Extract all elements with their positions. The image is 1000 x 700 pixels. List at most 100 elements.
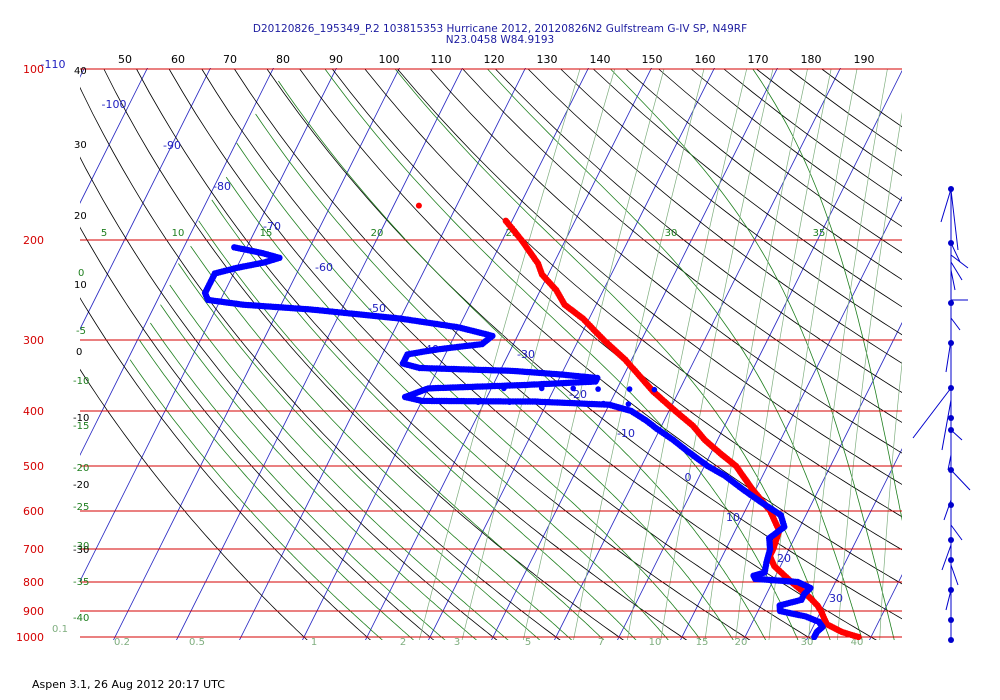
isotherm-line — [365, 68, 652, 640]
dewpoint-point — [475, 399, 481, 406]
moist-adiabat-line — [211, 199, 637, 640]
dry-adiabat-line — [331, 68, 902, 551]
wind-barb — [950, 524, 963, 541]
isotherm-line — [617, 70, 902, 640]
moist-adiabat-label: -5 — [76, 326, 86, 337]
wind-barb — [940, 188, 952, 223]
isotherm-line — [80, 68, 274, 456]
pressure-axis-label: 800 — [23, 576, 44, 589]
isotherm-line — [80, 68, 211, 330]
wind-barb — [945, 339, 952, 373]
wind-barb — [912, 387, 952, 439]
dry-adiabat-line — [756, 68, 902, 177]
top-axis-label: 150 — [642, 53, 663, 66]
moist-adiabat-label: -25 — [73, 502, 89, 513]
moist-adiabat-label: -20 — [73, 463, 89, 474]
moist-adiabat-label: -15 — [73, 421, 89, 432]
chart-title-line-2: N23.0458 W84.9193 — [445, 34, 555, 46]
dewpoint-point — [437, 398, 444, 405]
mixing-ratio-label: 30 — [801, 637, 814, 648]
mixing-ratio-line — [808, 68, 888, 640]
dewpoint-point — [626, 386, 633, 392]
moist-adiabat-label: 5 — [101, 228, 107, 239]
wind-barb-point — [948, 637, 954, 643]
moist-adiabat-line — [255, 113, 734, 640]
isotherm-label: -60 — [315, 261, 333, 274]
isotherm-label: -110 — [41, 58, 66, 71]
wind-barb — [947, 454, 952, 471]
dewpoint-point — [569, 400, 576, 406]
dry-adiabat-label: -10 — [73, 413, 89, 424]
top-axis-label: 140 — [590, 53, 611, 66]
dry-adiabat-line — [527, 68, 902, 364]
dewpoint-point — [595, 386, 601, 392]
moist-adiabat-line — [324, 68, 799, 640]
dry-adiabat-line — [266, 68, 902, 620]
mixing-ratio-label: 15 — [696, 637, 709, 648]
wind-barb — [950, 242, 961, 263]
wind-barb-point — [948, 537, 954, 543]
isotherm-line — [80, 68, 148, 204]
chart-title-line-1: D20120826_195349_P.2 103815353 Hurricane… — [252, 23, 748, 35]
moist-adiabat-line — [198, 220, 605, 640]
temperature-point — [502, 217, 509, 224]
top-axis-label: 190 — [854, 53, 875, 66]
isotherm-label: -80 — [213, 180, 231, 193]
dewpoint-point — [600, 400, 607, 407]
pressure-axis-label: 200 — [23, 234, 44, 247]
wind-barb-point — [948, 557, 954, 563]
dry-adiabat-line — [234, 68, 877, 640]
top-axis-label: 60 — [171, 53, 185, 66]
dry-adiabat-line — [80, 86, 561, 640]
isotherm-label: -50 — [368, 302, 386, 315]
dry-adiabat-line — [495, 68, 902, 393]
pressure-axis-label: 500 — [23, 460, 44, 473]
footer-timestamp: Aspen 3.1, 26 Aug 2012 20:17 UTC — [32, 678, 225, 691]
isotherm-label: -90 — [163, 139, 181, 152]
isotherm-line — [80, 68, 337, 582]
grid-lines — [80, 56, 1000, 649]
wind-barb-point — [948, 415, 954, 421]
isotherm-label: -20 — [569, 388, 587, 401]
mixing-ratio-line — [837, 111, 902, 640]
dry-adiabat-line — [560, 68, 902, 336]
wind-barb-point — [948, 617, 954, 623]
dry-adiabat-line — [593, 68, 902, 308]
mixing-ratio-line — [660, 68, 774, 640]
wind-barb — [950, 261, 963, 281]
moist-adiabat-label: -30 — [73, 541, 89, 552]
mixing-ratio-label: 1 — [311, 637, 317, 648]
mixing-ratio-label: 10 — [649, 637, 662, 648]
dry-adiabat-line — [136, 68, 688, 640]
top-axis-label: 90 — [329, 53, 343, 66]
isotherm-label: 10 — [726, 511, 740, 524]
moist-adiabat-label: -40 — [73, 613, 89, 624]
wind-barb — [945, 589, 952, 611]
pressure-axis-label: 100 — [23, 63, 44, 76]
moist-adiabat-line — [225, 176, 669, 640]
isotherm-label: 0 — [685, 471, 692, 484]
pressure-axis-label: 700 — [23, 543, 44, 556]
dry-adiabat-line — [201, 68, 814, 640]
dry-adiabat-line — [168, 68, 751, 640]
isotherm-line — [554, 68, 841, 640]
dry-adiabat-line — [364, 68, 902, 518]
dry-adiabat-label: -20 — [73, 480, 89, 491]
dry-adiabat-label: 30 — [74, 140, 87, 151]
top-axis-label: 130 — [537, 53, 558, 66]
mixing-ratio-label: 0.1 — [52, 624, 68, 635]
moist-adiabat-line — [139, 339, 415, 640]
isotherm-line — [928, 56, 1000, 649]
pressure-axis-label: 400 — [23, 405, 44, 418]
isotherm-line — [239, 68, 526, 640]
top-axis-label: 170 — [748, 53, 769, 66]
top-axis-label: 100 — [379, 53, 400, 66]
isotherm-line — [991, 56, 1000, 649]
isotherm-line — [491, 68, 778, 640]
dry-adiabat-line — [397, 68, 902, 485]
dewpoint-point — [506, 399, 513, 406]
wind-barb — [950, 254, 969, 269]
moist-adiabat-label: 30 — [665, 228, 678, 239]
wind-barb — [950, 469, 971, 491]
